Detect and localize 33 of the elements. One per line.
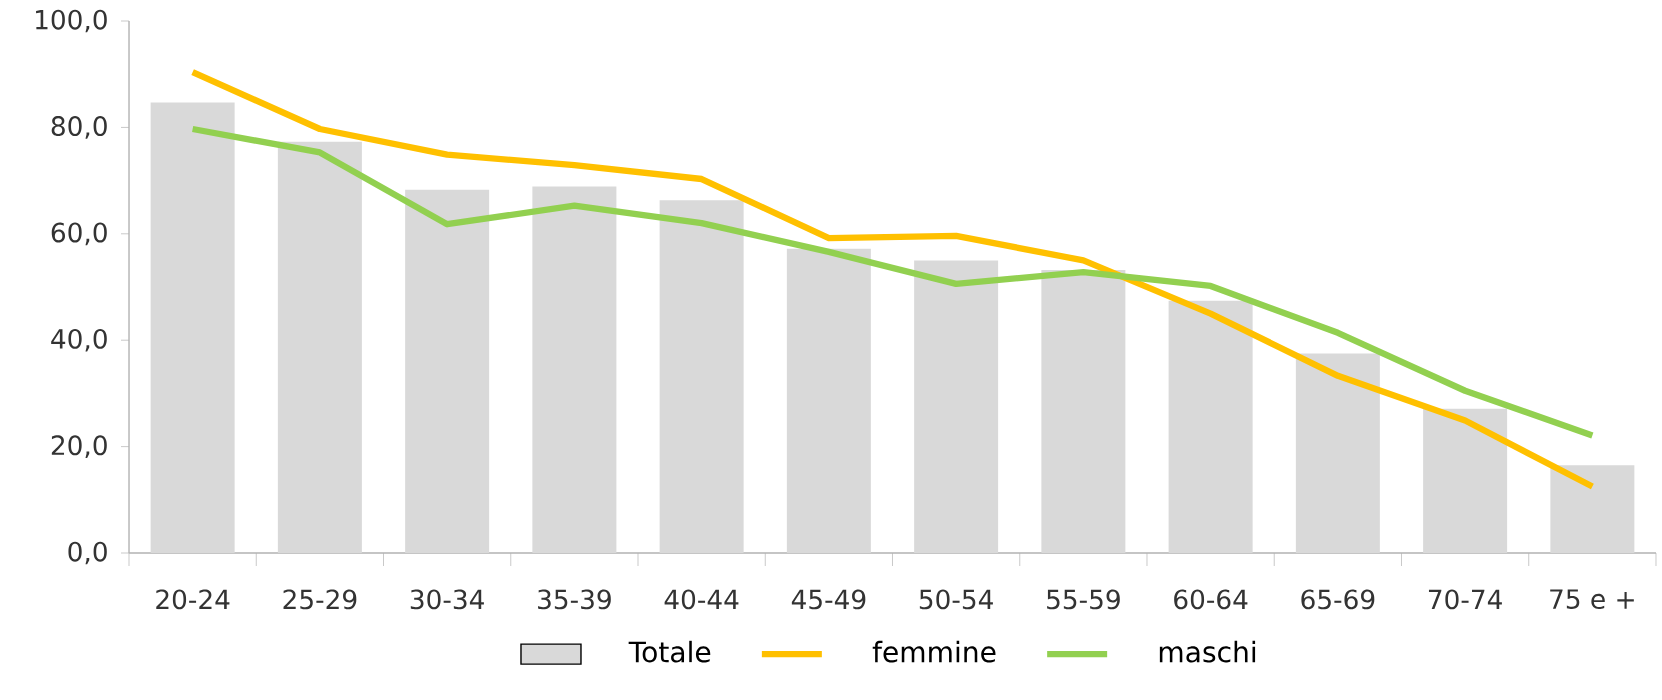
- bar: [150, 102, 235, 554]
- bar: [1550, 465, 1635, 554]
- bar: [277, 141, 362, 554]
- bar: [659, 200, 744, 554]
- bar: [1423, 408, 1508, 554]
- legend-label: femmine: [872, 640, 996, 663]
- bar: [786, 248, 871, 554]
- x-tick-label: 50-54: [919, 589, 993, 610]
- y-tick-label: 40,0: [51, 328, 107, 352]
- y-tick-label: 0,0: [68, 541, 107, 565]
- bar: [405, 189, 490, 554]
- bar: [532, 186, 617, 554]
- y-tick-label: 100,0: [36, 9, 107, 33]
- x-tick-label: 35-39: [538, 589, 611, 610]
- legend-label: Totale: [628, 640, 711, 663]
- bar: [914, 260, 999, 554]
- bar: [1041, 269, 1126, 554]
- x-tick-label: 60-64: [1174, 589, 1248, 610]
- legend-label: maschi: [1159, 640, 1256, 663]
- bar: [1168, 300, 1253, 554]
- y-tick-label: 80,0: [51, 116, 107, 139]
- x-tick-label: 55-59: [1047, 589, 1120, 610]
- x-tick-label: 20-24: [156, 589, 230, 610]
- x-tick-label: 70-74: [1428, 589, 1502, 610]
- x-tick-label: 75 e +: [1550, 589, 1634, 610]
- x-tick-label: 30-34: [410, 589, 484, 610]
- x-tick-label: 45-49: [791, 589, 866, 610]
- y-tick-label: 20,0: [51, 435, 107, 458]
- x-tick-label: 65-69: [1301, 589, 1375, 610]
- bar: [1295, 353, 1380, 554]
- y-tick-label: 60,0: [51, 222, 107, 246]
- x-tick-label: 40-44: [664, 589, 739, 610]
- x-tick-label: 25-29: [283, 589, 357, 610]
